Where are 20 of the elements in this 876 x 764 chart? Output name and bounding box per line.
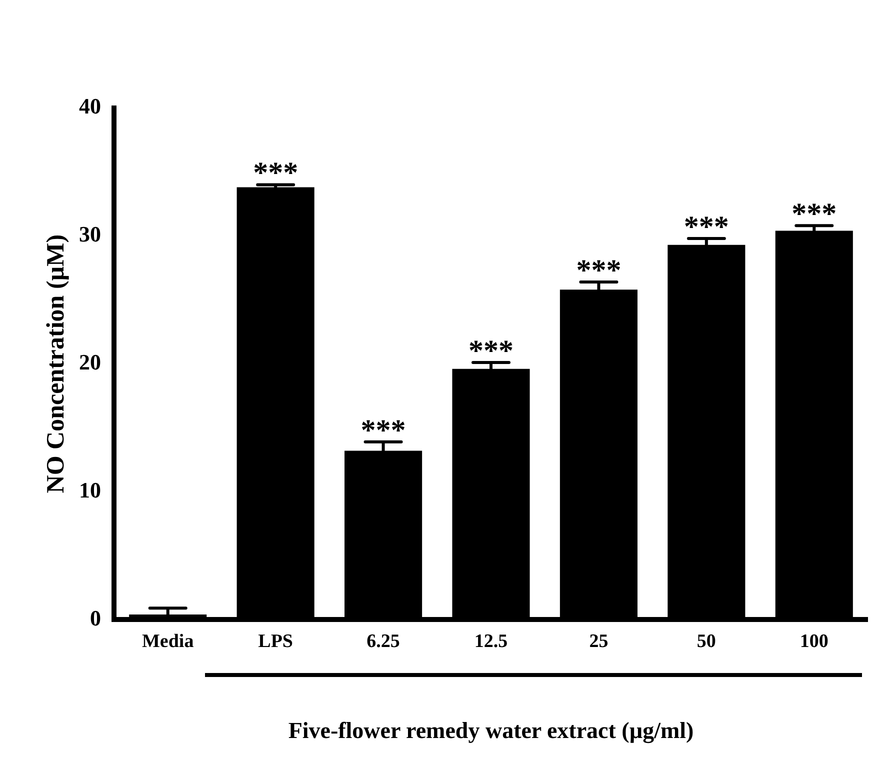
annotation: ***	[253, 156, 298, 190]
annotation: ***	[576, 254, 622, 287]
x-axis-title: Five-flower remedy water extract (µg/ml)	[288, 718, 694, 744]
y-tick-label: 0	[90, 605, 101, 630]
y-tick-label: 20	[79, 349, 101, 374]
y-tick-label: 30	[79, 222, 101, 247]
x-tick-label: Media	[142, 630, 194, 652]
x-tick-label: 25	[589, 630, 608, 652]
x-tick-label: 6.25	[366, 630, 400, 652]
y-axis-title: NO Concentration (µM)	[42, 234, 70, 494]
annotation: ***	[684, 210, 729, 244]
x-tick-label: LPS	[258, 630, 293, 652]
annotation: ***	[468, 334, 514, 368]
y-tick-label: 10	[79, 477, 101, 502]
x-tick-label: 12.5	[474, 630, 508, 652]
x-tick-label: 100	[800, 630, 828, 652]
annotation: ***	[792, 198, 837, 231]
annotation: ***	[360, 414, 406, 447]
y-tick-label: 40	[79, 94, 101, 119]
x-tick-label: 50	[696, 630, 716, 652]
